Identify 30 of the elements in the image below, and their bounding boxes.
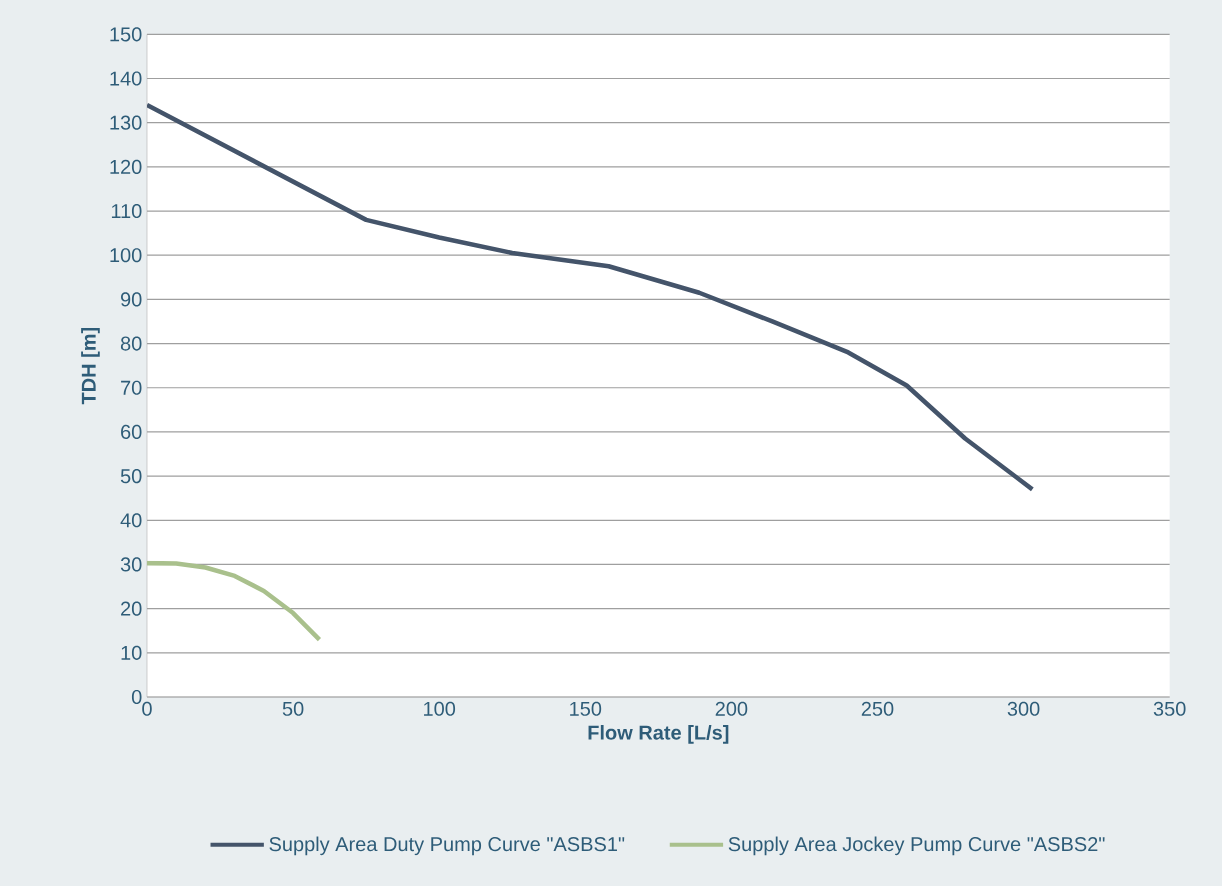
x-tick-label: 200 [715, 701, 748, 716]
y-tick-label: 110 [111, 203, 142, 219]
line-series [147, 560, 322, 642]
y-tick-label: 40 [120, 513, 142, 528]
y-tick-label: 130 [110, 115, 142, 130]
y-tick-label: 80 [120, 336, 142, 351]
line-series [147, 102, 1035, 492]
y-tick-label: 50 [120, 469, 142, 484]
y-tick-label: 150 [110, 27, 142, 42]
y-tick-label: 0 [131, 689, 142, 705]
x-tick-label: 350 [1153, 701, 1186, 716]
y-tick-label: 90 [120, 292, 142, 307]
legend-label: Supply Area Duty Pump Curve "ASBS1" [269, 836, 625, 856]
y-tick-label: 120 [110, 159, 142, 174]
x-tick-label: 250 [861, 701, 894, 716]
x-tick-label: 150 [570, 701, 602, 716]
y-tick-label: 10 [121, 645, 142, 660]
y-tick-label: 100 [110, 248, 142, 263]
x-tick-label: 0 [142, 701, 152, 716]
x-axis-title: Flow Rate [L/s] [588, 725, 729, 744]
legend-label: Supply Area Jockey Pump Curve "ASBS2" [728, 836, 1105, 856]
y-tick-label: 140 [110, 71, 142, 86]
x-tick-label: 300 [1007, 701, 1040, 716]
y-axis-title: TDH [m] [81, 327, 100, 405]
y-tick-label: 70 [121, 380, 142, 395]
y-tick-label: 20 [121, 601, 142, 616]
y-tick-label: 60 [121, 424, 142, 439]
x-tick-label: 100 [424, 701, 456, 716]
x-tick-label: 50 [282, 701, 304, 716]
y-tick-label: 30 [120, 557, 142, 572]
